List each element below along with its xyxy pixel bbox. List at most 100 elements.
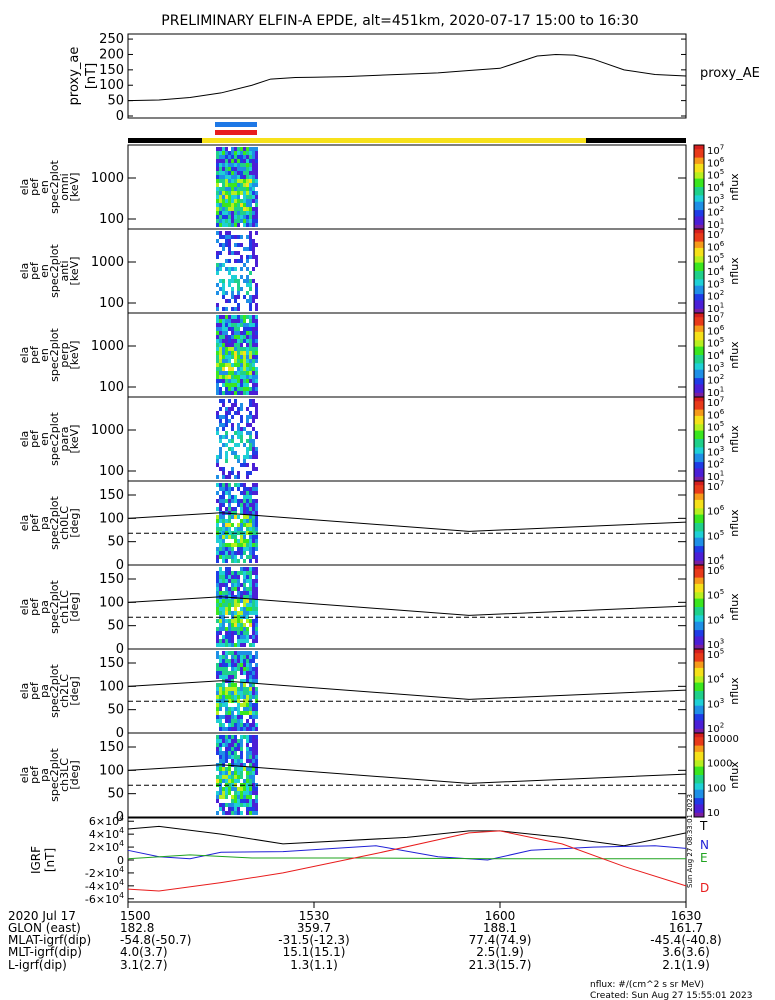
- colorbar-segment: [694, 730, 704, 734]
- table-cell: 1630: [671, 909, 702, 923]
- colorbar-segment: [694, 674, 704, 677]
- heatmap-cell: [225, 387, 228, 391]
- heatmap-cell: [255, 211, 258, 215]
- heatmap-cell: [237, 523, 240, 527]
- colorbar-segment: [694, 709, 704, 713]
- heatmap-cell: [234, 331, 237, 335]
- heatmap-cell: [234, 603, 237, 607]
- heatmap-cell: [246, 163, 249, 167]
- heatmap-cell: [240, 331, 243, 335]
- table-cell: 182.8: [120, 921, 154, 935]
- heatmap-cell: [219, 659, 222, 663]
- colorbar-segment: [694, 151, 704, 154]
- colorbar-segment: [694, 617, 704, 621]
- heatmap-cell: [249, 547, 252, 551]
- colorbar-segment: [694, 726, 704, 730]
- heatmap-cell: [234, 483, 237, 487]
- heatmap-cell: [222, 375, 225, 379]
- heatmap-cell: [249, 535, 252, 539]
- y-axis-label-line: ela: [18, 263, 31, 280]
- colorbar-segment: [694, 548, 704, 551]
- heatmap-cell: [252, 347, 255, 351]
- heatmap-cell: [228, 695, 231, 699]
- heatmap-cell: [252, 719, 255, 723]
- heatmap-cell: [237, 443, 240, 447]
- heatmap-cell: [240, 607, 243, 611]
- footer-created: Created: Sun Aug 27 15:55:01 2023: [590, 991, 752, 1000]
- heatmap-cell: [231, 151, 234, 155]
- heatmap-cell: [228, 383, 231, 387]
- axis-frame: [127, 564, 687, 650]
- colorbar-segment: [694, 468, 704, 471]
- heatmap-cell: [240, 735, 243, 739]
- heatmap-cell: [219, 343, 222, 347]
- heatmap-cell: [255, 787, 258, 791]
- heatmap-cell: [216, 743, 219, 747]
- heatmap-cell: [243, 711, 246, 715]
- heatmap-cell: [216, 327, 219, 331]
- heatmap-cell: [252, 331, 255, 335]
- colorbar-segment: [694, 264, 704, 268]
- heatmap-cell: [219, 335, 222, 339]
- heatmap-cell: [219, 519, 222, 523]
- heatmap-cell: [240, 743, 243, 747]
- heatmap-cell: [222, 715, 225, 719]
- heatmap-cell: [219, 715, 222, 719]
- colorbar-segment: [694, 382, 704, 385]
- colorbar-segment: [694, 762, 704, 765]
- heatmap-cell: [219, 175, 222, 179]
- heatmap-cell: [222, 555, 225, 559]
- y-axis-label: proxy_ae: [67, 47, 82, 106]
- y-tick-label: 0: [116, 726, 124, 741]
- heatmap-cell: [231, 147, 234, 151]
- heatmap-cell: [252, 727, 255, 731]
- heatmap-cell: [237, 199, 240, 203]
- heatmap-cell: [240, 631, 243, 635]
- colorbar-segment: [694, 478, 704, 482]
- heatmap-cell: [222, 179, 225, 183]
- heatmap-cell: [249, 687, 252, 691]
- heatmap-cell: [243, 787, 246, 791]
- heatmap-cell: [222, 635, 225, 639]
- heatmap-cell: [249, 811, 252, 815]
- heatmap-cell: [231, 203, 234, 207]
- heatmap-cell: [231, 579, 234, 583]
- heatmap-cell: [234, 319, 237, 323]
- heatmap-cell: [228, 671, 231, 675]
- heatmap-cell: [249, 295, 252, 299]
- heatmap-cell: [228, 543, 231, 547]
- heatmap-cell: [222, 743, 225, 747]
- heatmap-cell: [234, 179, 237, 183]
- heatmap-cell: [228, 675, 231, 679]
- colorbar-tick-label: 103: [707, 445, 724, 459]
- y-tick-label: 150: [99, 572, 124, 587]
- heatmap-cell: [231, 471, 234, 475]
- heatmap-cell: [231, 667, 234, 671]
- heatmap-cell: [249, 591, 252, 595]
- heatmap-cell: [225, 743, 228, 747]
- heatmap-cell: [255, 287, 258, 291]
- heatmap-cell: [252, 639, 255, 643]
- heatmap-cell: [252, 427, 255, 431]
- heatmap-cell: [243, 367, 246, 371]
- heatmap-cell: [219, 279, 222, 283]
- heatmap-cell: [249, 411, 252, 415]
- colorbar-segment: [694, 222, 704, 226]
- colorbar-segment: [694, 714, 704, 717]
- heatmap-cell: [222, 363, 225, 367]
- heatmap-cell: [222, 723, 225, 727]
- heatmap-cell: [237, 387, 240, 391]
- heatmap-cell: [219, 803, 222, 807]
- heatmap-cell: [240, 687, 243, 691]
- heatmap-cell: [243, 187, 246, 191]
- heatmap-cell: [249, 363, 252, 367]
- heatmap-cell: [249, 539, 252, 543]
- heatmap-cell: [228, 551, 231, 555]
- heatmap-cell: [243, 323, 246, 327]
- colorbar-tick-label: 105: [707, 420, 724, 434]
- colorbar-segment: [694, 369, 704, 373]
- heatmap-cell: [231, 623, 234, 627]
- heatmap-cell: [225, 779, 228, 783]
- heatmap-cell: [237, 207, 240, 211]
- heatmap-cell: [246, 783, 249, 787]
